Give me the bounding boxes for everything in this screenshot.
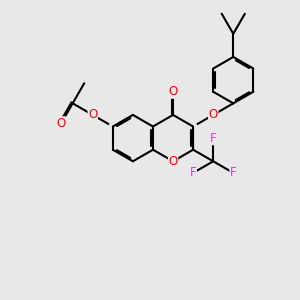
Text: F: F [230, 167, 237, 179]
Text: O: O [208, 108, 218, 122]
Text: O: O [56, 117, 66, 130]
Text: O: O [88, 108, 98, 122]
Text: O: O [168, 85, 178, 98]
Text: F: F [190, 167, 196, 179]
Text: O: O [168, 155, 178, 168]
Text: F: F [210, 132, 217, 145]
